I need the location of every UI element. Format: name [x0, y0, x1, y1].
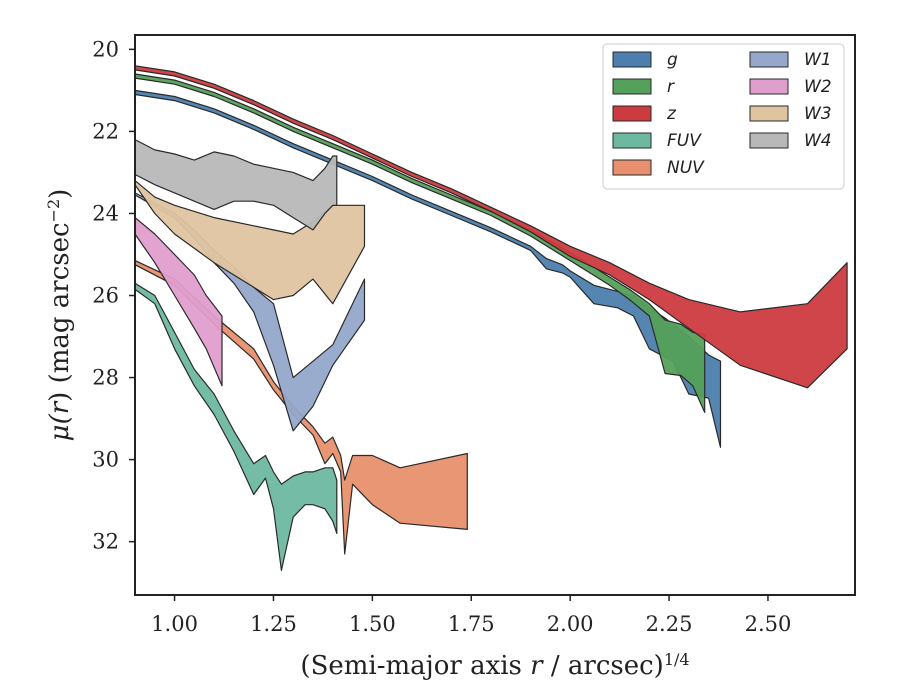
legend-label-w4: W4: [804, 131, 832, 151]
plot-frame: [134, 34, 856, 596]
x-tick-label: 2.25: [646, 612, 693, 636]
y-tick-label: 20: [92, 37, 119, 61]
band-w3: [134, 180, 366, 305]
legend: grz FUV NUV W1 W2 W3 W4: [602, 43, 845, 190]
band-g: [134, 89, 722, 448]
y-tick-label: 30: [92, 448, 119, 472]
x-tick-label: 1.75: [448, 612, 495, 636]
y-tick-label: 26: [92, 284, 119, 308]
legend-swatch-w2: [749, 78, 789, 95]
legend-label-nuv: NUV: [667, 158, 705, 178]
legend-label-w3: W3: [804, 104, 832, 124]
legend-label-r: r: [667, 77, 675, 97]
band-r: [134, 73, 706, 413]
band-fuv: [134, 282, 338, 571]
band-z: [134, 65, 848, 389]
y-tick-label: 22: [92, 119, 119, 143]
legend-label-w1: W1: [804, 50, 832, 70]
x-tick-label: 2.00: [547, 612, 594, 636]
y-tick-label: 32: [92, 530, 119, 554]
x-tick-label: 1.50: [349, 612, 396, 636]
x-tick-label: 1.00: [151, 612, 198, 636]
y-ticks: 20 22 24 26 28 30 32: [92, 37, 135, 554]
x-tick-label: 2.50: [745, 612, 792, 636]
x-axis-title: (Semi-major axis r / arcsec)1/4: [300, 650, 689, 682]
legend-swatch-z: [612, 105, 652, 122]
legend-swatch-w3: [749, 105, 789, 122]
legend-swatch-w4: [749, 132, 789, 149]
legend-label-z: z: [666, 104, 677, 124]
legend-label-w2: W2: [804, 77, 832, 97]
legend-swatch-fuv: [612, 132, 652, 149]
legend-swatch-r: [612, 78, 652, 95]
legend-swatch-nuv: [612, 159, 652, 176]
x-tick-label: 1.25: [250, 612, 297, 636]
legend-label-g: g: [667, 50, 678, 70]
legend-swatch-w1: [749, 51, 789, 68]
series-bands: [134, 65, 848, 571]
y-tick-label: 28: [92, 366, 119, 390]
y-axis-title: μ(r) (mag arcsec−2): [44, 189, 76, 442]
y-tick-label: 24: [92, 201, 119, 225]
band-w4: [134, 139, 338, 231]
band-w2: [134, 217, 223, 387]
x-ticks: 1.00 1.25 1.50 1.75 2.00 2.25 2.50: [151, 595, 791, 636]
legend-label-fuv: FUV: [667, 131, 702, 151]
legend-swatch-g: [612, 51, 652, 68]
